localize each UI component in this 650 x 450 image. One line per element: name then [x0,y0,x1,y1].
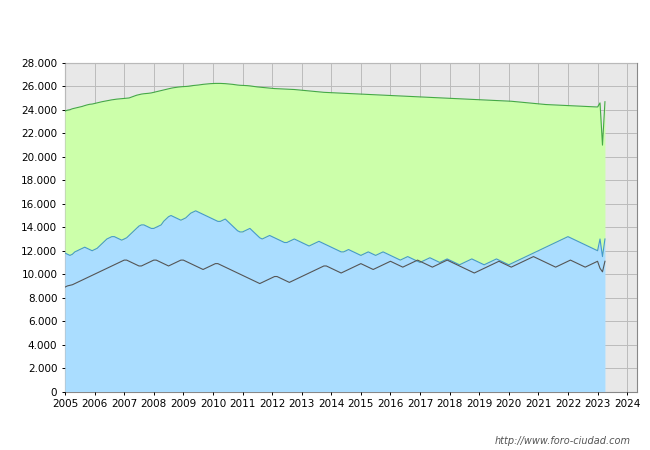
Text: http://www.foro-ciudad.com: http://www.foro-ciudad.com [495,436,630,446]
Text: Narón - Evolucion de la poblacion en edad de Trabajar Mayo de 2024: Narón - Evolucion de la poblacion en eda… [68,14,582,27]
